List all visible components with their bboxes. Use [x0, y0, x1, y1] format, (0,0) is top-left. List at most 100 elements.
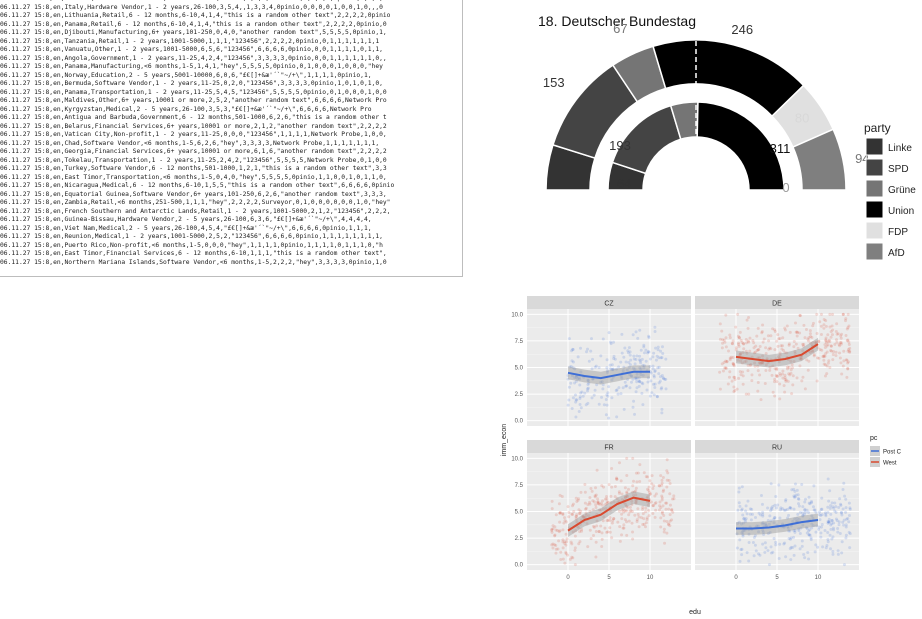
data-point: [777, 360, 781, 364]
data-point: [649, 492, 653, 496]
data-point: [790, 488, 794, 492]
data-point: [653, 329, 657, 333]
data-point: [553, 533, 557, 537]
data-point: [781, 507, 785, 511]
data-point: [592, 525, 596, 529]
seat-label: 193: [609, 138, 631, 153]
data-point: [652, 373, 656, 377]
data-point: [577, 508, 581, 512]
data-point: [654, 346, 658, 350]
data-point: [778, 542, 782, 546]
data-point: [617, 491, 621, 495]
data-point: [830, 333, 834, 337]
data-point: [822, 355, 826, 359]
data-point: [724, 359, 728, 363]
data-point: [757, 530, 761, 534]
data-point: [793, 352, 797, 356]
data-point: [610, 378, 614, 382]
data-point: [573, 367, 577, 371]
data-point: [760, 360, 764, 364]
data-point: [811, 321, 815, 325]
data-point: [740, 485, 744, 489]
data-point: [764, 346, 768, 350]
data-point: [793, 528, 797, 532]
data-point: [826, 505, 830, 509]
data-point: [793, 321, 797, 325]
faceted-scatter-chart: CZ 0.0 2.5 5.0 7.5 10.0 DE FR 0.0 2.5 5.0 7.5 10.0 0 5…: [501, 296, 902, 616]
data-point: [821, 545, 825, 549]
data-point: [660, 496, 664, 500]
data-point: [835, 519, 839, 523]
data-point: [641, 382, 645, 386]
data-point: [827, 520, 831, 524]
facet-strip: [695, 296, 859, 309]
data-point: [605, 494, 609, 498]
smooth-line: [567, 496, 651, 532]
data-point: [633, 490, 637, 494]
data-point: [645, 518, 649, 522]
data-point: [637, 376, 641, 380]
data-point: [617, 509, 621, 513]
data-point: [579, 391, 583, 395]
data-point: [742, 529, 746, 533]
data-point: [646, 350, 650, 354]
data-point: [618, 525, 622, 529]
data-point: [623, 496, 627, 500]
data-point: [826, 340, 830, 344]
data-point: [551, 524, 555, 528]
y-tick-label: 2.5: [515, 536, 524, 542]
data-point: [736, 312, 740, 316]
data-point: [718, 337, 722, 341]
data-point: [579, 346, 583, 350]
data-point: [796, 330, 800, 334]
plot-area: [695, 309, 859, 426]
data-point: [748, 512, 752, 516]
data-point: [747, 559, 751, 563]
data-point: [739, 548, 743, 552]
data-point: [619, 392, 623, 396]
data-point: [648, 479, 652, 483]
data-point: [652, 382, 656, 386]
data-point: [610, 536, 614, 540]
data-point: [829, 330, 833, 334]
data-point: [640, 381, 644, 385]
data-point: [733, 378, 737, 382]
data-point: [627, 365, 631, 369]
data-point: [828, 312, 832, 316]
data-point: [761, 510, 765, 514]
data-point: [645, 516, 649, 520]
data-point: [668, 524, 672, 528]
data-point: [820, 522, 824, 526]
data-point: [750, 355, 754, 359]
smooth-line: [735, 343, 819, 363]
data-point: [805, 526, 809, 530]
data-point: [629, 508, 633, 512]
data-point: [625, 505, 629, 509]
data-point: [561, 528, 565, 532]
data-point: [732, 390, 736, 394]
data-point: [629, 380, 633, 384]
data-point: [665, 531, 669, 535]
data-point: [647, 350, 651, 354]
legend-label: Post C: [883, 450, 902, 456]
data-point: [725, 360, 729, 364]
data-point: [775, 368, 779, 372]
data-point: [612, 517, 616, 521]
data-point: [755, 524, 759, 528]
data-point: [634, 499, 638, 503]
data-point: [571, 347, 575, 351]
data-point: [660, 345, 664, 349]
data-point: [561, 557, 565, 561]
y-tick-label: 5.0: [515, 510, 524, 516]
data-point: [798, 511, 802, 515]
data-point: [574, 379, 578, 383]
data-point: [573, 563, 577, 567]
data-point: [651, 355, 655, 359]
data-point: [803, 387, 807, 391]
data-point: [842, 359, 846, 363]
data-point: [848, 349, 852, 353]
data-point: [739, 373, 743, 377]
data-point: [599, 524, 603, 528]
data-point: [653, 494, 657, 498]
data-point: [635, 380, 639, 384]
